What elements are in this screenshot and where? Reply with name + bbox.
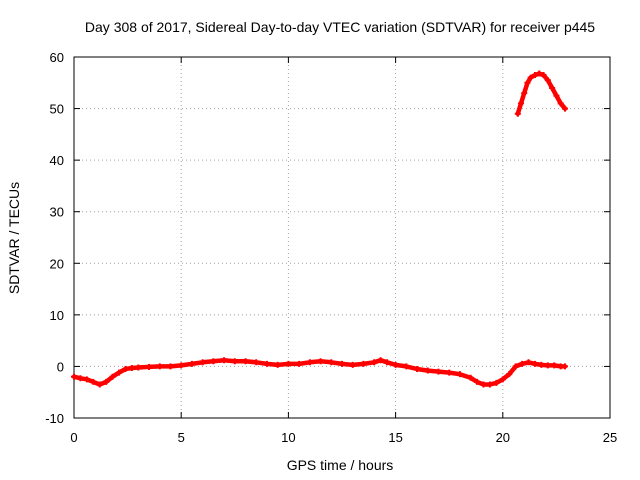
data-point <box>499 376 506 383</box>
data-point <box>467 374 474 381</box>
data-point <box>71 373 77 380</box>
y-axis: -10 0 10 20 30 40 50 60 <box>45 50 610 426</box>
data-point <box>285 360 292 367</box>
data-point <box>274 361 281 368</box>
plot-frame <box>73 56 611 419</box>
data-point <box>116 369 123 376</box>
data-point <box>536 70 543 77</box>
x-tick-label: 10 <box>281 430 295 445</box>
data-point <box>109 373 116 380</box>
data-point <box>474 378 481 385</box>
data-point <box>446 369 453 376</box>
data-point <box>199 359 206 366</box>
y-tick-label: 20 <box>50 256 64 271</box>
data-point <box>435 368 442 375</box>
data-point <box>403 363 410 370</box>
data-point <box>349 361 356 368</box>
x-tick-label: 15 <box>388 430 402 445</box>
data-point <box>328 359 335 366</box>
data-point <box>221 357 228 364</box>
y-tick-label: 50 <box>50 102 64 117</box>
data-point <box>553 92 560 99</box>
data-point <box>83 376 90 383</box>
data-point <box>178 362 185 369</box>
data-point <box>167 363 174 370</box>
data-point <box>512 363 519 370</box>
x-axis: 0 5 10 15 20 25 <box>70 57 617 445</box>
data-point <box>253 359 260 366</box>
data-point <box>414 366 421 373</box>
y-tick-label: 10 <box>50 308 64 323</box>
data-point <box>135 364 142 371</box>
data-point <box>242 358 249 365</box>
data-point <box>544 362 551 369</box>
data-point <box>561 363 568 370</box>
data-point <box>506 371 513 378</box>
data-point <box>296 360 303 367</box>
data-point <box>392 361 399 368</box>
data-point <box>527 74 534 81</box>
data-point <box>521 90 528 97</box>
data-point <box>371 359 378 366</box>
data-point <box>531 72 538 79</box>
series-layer <box>71 70 568 388</box>
data-point <box>544 77 551 84</box>
x-tick-label: 25 <box>603 430 617 445</box>
x-tick-label: 5 <box>178 430 185 445</box>
data-point <box>561 105 568 112</box>
chart-title: Day 308 of 2017, Sidereal Day-to-day VTE… <box>85 19 595 35</box>
y-tick-label: 30 <box>50 205 64 220</box>
data-point <box>384 359 391 366</box>
y-tick-label: 0 <box>57 359 64 374</box>
data-point <box>538 361 545 368</box>
x-tick-label: 20 <box>496 430 510 445</box>
data-point <box>525 359 532 366</box>
data-point <box>524 79 531 86</box>
data-point <box>90 378 97 385</box>
y-axis-label: SDTVAR / TECUs <box>6 182 22 294</box>
data-point <box>531 360 538 367</box>
x-tick-label: 0 <box>70 430 77 445</box>
data-point <box>456 371 463 378</box>
data-point <box>519 360 526 367</box>
data-point <box>146 363 153 370</box>
data-point <box>103 378 110 385</box>
data-point <box>263 360 270 367</box>
data-point <box>360 360 367 367</box>
y-tick-label: -10 <box>45 411 64 426</box>
data-point <box>210 358 217 365</box>
x-axis-label: GPS time / hours <box>287 457 394 473</box>
data-point <box>480 381 487 388</box>
data-point <box>557 100 564 107</box>
data-point <box>486 381 493 388</box>
data-point <box>128 364 135 371</box>
data-point <box>549 84 556 91</box>
data-point <box>377 357 384 364</box>
data-point <box>77 375 84 382</box>
data-point <box>514 110 521 117</box>
data-point <box>156 363 163 370</box>
data-point <box>339 360 345 367</box>
data-point <box>518 100 525 107</box>
data-point <box>317 358 324 365</box>
data-point <box>188 360 195 367</box>
data-point <box>424 367 431 374</box>
series-line-1 <box>71 357 568 387</box>
data-point <box>540 72 547 79</box>
data-point <box>96 381 103 388</box>
data-point <box>122 366 129 373</box>
y-tick-label: 40 <box>50 153 64 168</box>
data-point <box>306 359 313 366</box>
data-point <box>231 358 238 365</box>
y-tick-label: 60 <box>50 50 64 65</box>
data-point <box>493 379 500 386</box>
data-point <box>551 362 558 369</box>
